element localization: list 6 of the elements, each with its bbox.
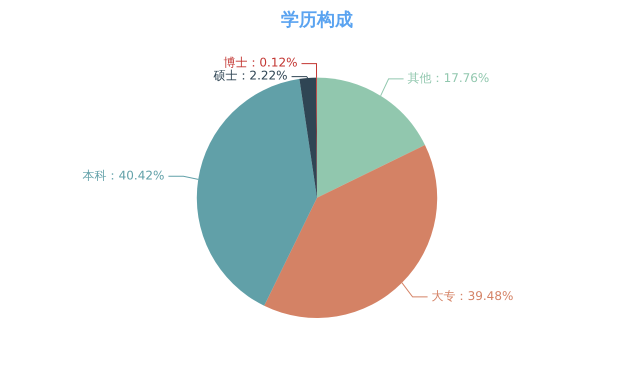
slice-label: 本科：40.42% xyxy=(82,168,164,182)
slice-label: 大专：39.48% xyxy=(432,289,514,304)
slice-label: 硕士：2.22% xyxy=(212,68,288,83)
slice-label: 其他：17.76% xyxy=(408,70,490,85)
slice-label: 博士：0.12% xyxy=(223,56,298,70)
chart-title: 学历构成 xyxy=(281,9,353,30)
